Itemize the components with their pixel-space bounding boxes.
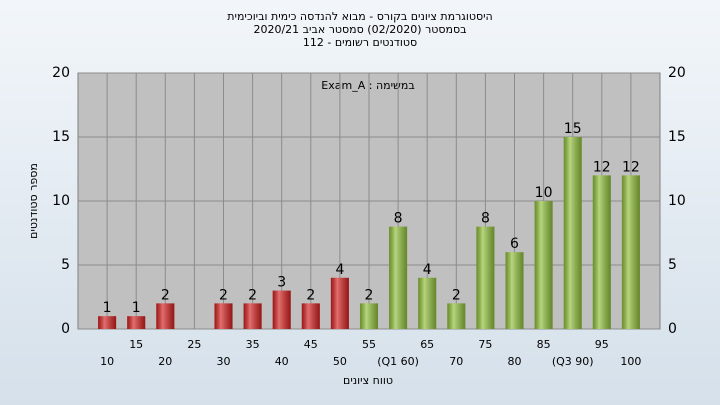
bar-shine — [127, 316, 146, 329]
bar-shine — [389, 226, 408, 329]
x-tick-label: 75 — [478, 338, 492, 351]
bar-shine — [243, 303, 262, 329]
x-tick-label: 70 — [449, 355, 463, 368]
x-tick-label: 50 — [333, 355, 347, 368]
bar-shine — [418, 277, 437, 329]
x-tick-label: 80 — [508, 355, 522, 368]
data-label: 2 — [219, 287, 228, 303]
bar-shine — [214, 303, 233, 329]
data-label: 4 — [335, 262, 344, 278]
bar-shine — [330, 277, 349, 329]
bar-shine — [447, 303, 466, 329]
bar-shine — [98, 316, 117, 329]
x-tick-label: 100 — [620, 355, 641, 368]
x-axis-label: טווח ציונים — [343, 374, 393, 387]
bar-shine — [476, 226, 495, 329]
data-label: 2 — [248, 287, 257, 303]
data-label: 6 — [510, 236, 519, 252]
x-tick-label: 25 — [187, 338, 201, 351]
y2-tick-label: 15 — [668, 129, 686, 145]
data-label: 8 — [394, 211, 403, 227]
bar-shine — [272, 290, 291, 329]
y-tick-label: 5 — [61, 257, 70, 273]
bar-shine — [156, 303, 175, 329]
bar-shine — [563, 137, 582, 329]
chart-title: היסטוגרמת ציונים בקורס - מבוא להנדסה כימ… — [227, 10, 493, 23]
y-tick-label: 0 — [61, 321, 70, 337]
data-label: 12 — [622, 159, 640, 175]
data-label: 2 — [365, 287, 374, 303]
data-label: 1 — [103, 300, 112, 316]
x-tick-label: 20 — [158, 355, 172, 368]
data-label: 10 — [535, 185, 553, 201]
y-tick-label: 20 — [52, 65, 70, 81]
data-label: 12 — [593, 159, 611, 175]
annotation: Exam_A : במשימה — [321, 79, 414, 92]
data-label: 8 — [481, 211, 490, 227]
data-label: 1 — [132, 300, 141, 316]
x-tick-label: (Q1 60) — [377, 355, 419, 368]
bar-shine — [592, 175, 611, 329]
data-label: 15 — [564, 121, 582, 137]
x-tick-label: 30 — [217, 355, 231, 368]
bar-shine — [505, 252, 524, 329]
x-tick-label: 40 — [275, 355, 289, 368]
x-tick-label: 85 — [537, 338, 551, 351]
chart-subtitle: בסמסטר (02/2020) סמסטר אביב 2020/21 — [253, 23, 466, 36]
data-label: 2 — [161, 287, 170, 303]
x-tick-label: 35 — [246, 338, 260, 351]
data-label: 2 — [306, 287, 315, 303]
x-tick-label: 45 — [304, 338, 318, 351]
bar-shine — [359, 303, 379, 329]
bar-shine — [301, 303, 320, 329]
y-tick-label: 10 — [52, 193, 70, 209]
x-tick-label: 95 — [595, 338, 609, 351]
x-tick-label: 65 — [420, 338, 434, 351]
data-label: 4 — [423, 262, 432, 278]
y-tick-label: 15 — [52, 129, 70, 145]
y2-tick-label: 0 — [668, 321, 677, 337]
y2-tick-label: 5 — [668, 257, 677, 273]
x-tick-label: 10 — [100, 355, 114, 368]
y2-tick-label: 20 — [668, 65, 686, 81]
bar-shine — [534, 201, 553, 329]
x-tick-label: (Q3 90) — [552, 355, 594, 368]
data-label: 2 — [452, 287, 461, 303]
x-tick-label: 15 — [129, 338, 143, 351]
bar-shine — [621, 175, 640, 329]
data-label: 3 — [277, 275, 286, 291]
chart-subtitle: סטודנטים רשומים - 112 — [303, 36, 417, 49]
x-tick-label: 55 — [362, 338, 376, 351]
y2-tick-label: 10 — [668, 193, 686, 209]
y-axis-label: מספר סטודנטים — [27, 163, 40, 239]
